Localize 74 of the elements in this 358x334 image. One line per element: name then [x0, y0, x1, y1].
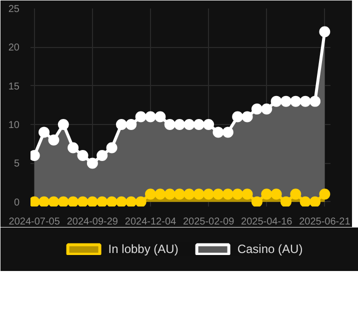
point	[126, 119, 137, 130]
point	[310, 96, 321, 107]
point	[203, 119, 214, 130]
point	[68, 196, 79, 206]
point	[96, 150, 108, 161]
y-tick-label: 0	[14, 197, 20, 208]
point	[242, 188, 253, 200]
point	[68, 142, 79, 154]
point	[106, 196, 118, 206]
point	[126, 196, 137, 206]
point	[280, 96, 292, 107]
point	[290, 188, 302, 200]
point	[77, 150, 88, 161]
point	[319, 26, 330, 38]
point	[86, 158, 98, 169]
point	[38, 196, 50, 206]
point	[135, 196, 146, 206]
point	[261, 188, 272, 200]
x-tick-label: 2024-09-29	[66, 216, 118, 228]
point	[135, 111, 146, 122]
point	[319, 188, 330, 200]
point	[300, 196, 311, 206]
point	[86, 196, 98, 206]
point	[174, 119, 186, 130]
point	[280, 196, 292, 206]
point	[270, 188, 282, 200]
legend-label: In lobby (AU)	[108, 242, 178, 256]
point	[290, 96, 302, 107]
point	[77, 196, 88, 206]
y-tick-label: 15	[8, 81, 20, 92]
point	[193, 119, 204, 130]
point	[203, 188, 214, 200]
point	[184, 188, 195, 200]
point	[184, 119, 195, 130]
point	[38, 126, 50, 138]
point	[232, 111, 244, 122]
x-tick-label: 2025-04-16	[241, 216, 293, 228]
point	[145, 188, 156, 200]
point	[48, 196, 60, 206]
point	[154, 188, 166, 200]
point	[222, 188, 234, 200]
point	[193, 188, 204, 200]
point	[116, 196, 127, 206]
point	[164, 119, 176, 130]
point	[222, 126, 234, 138]
point	[58, 196, 69, 206]
point	[116, 119, 127, 130]
point	[212, 188, 224, 200]
point	[232, 188, 244, 200]
x-tick-label: 2025-06-21	[299, 216, 351, 228]
x-tick-label: 2024-07-05	[8, 216, 60, 228]
point	[212, 126, 224, 138]
y-tick-label: 5	[14, 158, 20, 170]
point	[164, 188, 176, 200]
point	[310, 196, 321, 206]
point	[261, 104, 272, 115]
point	[242, 111, 253, 122]
y-tick-label: 20	[8, 42, 20, 54]
point	[48, 134, 60, 146]
x-tick-label: 2025-02-09	[182, 216, 235, 228]
point	[106, 142, 118, 154]
point	[174, 188, 186, 200]
legend-label: Casino (AU)	[237, 242, 303, 256]
point	[251, 196, 262, 206]
point	[300, 96, 311, 107]
point	[251, 104, 262, 115]
point	[96, 196, 108, 206]
x-tick-label: 2024-12-04	[124, 216, 177, 228]
point	[58, 119, 69, 130]
y-tick-label: 10	[8, 120, 20, 132]
point	[145, 111, 156, 122]
y-tick-label: 25	[8, 4, 20, 15]
point	[154, 111, 166, 122]
point	[270, 96, 282, 107]
